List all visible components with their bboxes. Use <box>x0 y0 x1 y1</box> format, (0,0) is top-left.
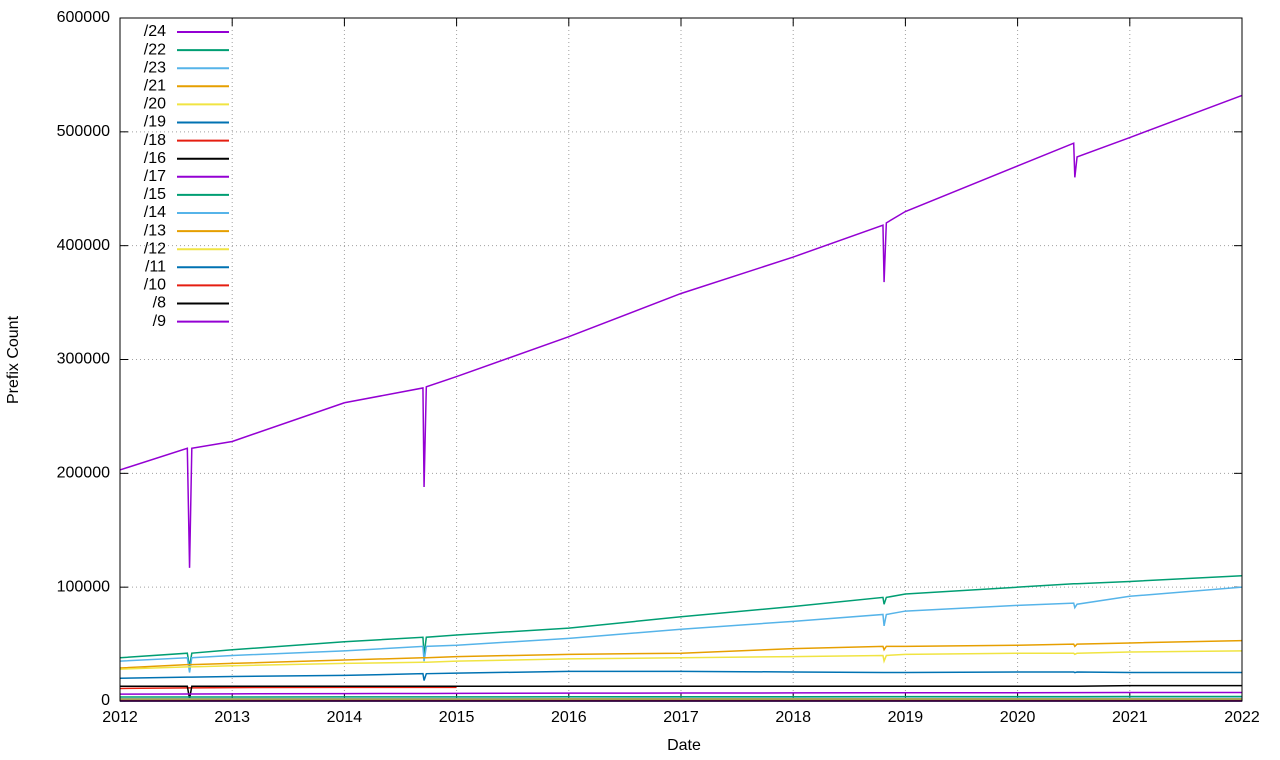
y-tick-label: 600000 <box>57 9 110 26</box>
legend-label: /15 <box>144 186 166 203</box>
y-tick-label: 200000 <box>57 465 110 482</box>
x-tick-label: 2020 <box>1000 709 1036 726</box>
y-axis-label: Prefix Count <box>5 315 22 404</box>
legend-label: /21 <box>144 78 166 95</box>
legend-label: /20 <box>144 96 166 113</box>
series-line <box>119 575 1243 667</box>
legend-label: /8 <box>153 295 166 312</box>
y-tick-label: 400000 <box>57 237 110 254</box>
legend-label: /10 <box>144 277 166 294</box>
x-tick-label: 2019 <box>888 709 924 726</box>
series-line <box>119 94 1243 568</box>
x-tick-label: 2012 <box>102 709 138 726</box>
y-tick-label: 100000 <box>57 578 110 595</box>
series-line <box>119 670 1242 681</box>
legend-label: /9 <box>153 313 166 330</box>
legend-label: /17 <box>144 168 166 185</box>
x-tick-label: 2014 <box>327 709 363 726</box>
series-line <box>119 691 1242 695</box>
legend-label: /22 <box>144 41 166 58</box>
x-tick-label: 2017 <box>663 709 699 726</box>
x-axis-label: Date <box>667 737 701 754</box>
series-line <box>119 650 1243 670</box>
x-tick-label: 2021 <box>1112 709 1148 726</box>
plot-frame <box>119 17 1243 702</box>
y-tick-label: 300000 <box>57 351 110 368</box>
legend-label: /24 <box>144 23 166 40</box>
series-line <box>120 684 1242 699</box>
x-tick-label: 2013 <box>214 709 250 726</box>
series-line <box>119 639 1243 669</box>
legend-label: /23 <box>144 59 166 76</box>
y-tick-label: 500000 <box>57 123 110 140</box>
legend-label: /18 <box>144 132 166 149</box>
y-tick-label: 0 <box>101 692 110 709</box>
legend-label: /11 <box>145 259 166 276</box>
legend-label: /16 <box>144 150 166 167</box>
series-line <box>119 686 457 690</box>
x-tick-label: 2016 <box>551 709 587 726</box>
legend-label: /13 <box>144 222 166 239</box>
series-line <box>119 586 1243 673</box>
x-tick-label: 2015 <box>439 709 475 726</box>
legend-label: /19 <box>144 114 166 131</box>
x-tick-label: 2022 <box>1224 709 1260 726</box>
x-tick-label: 2018 <box>775 709 811 726</box>
legend-label: /12 <box>144 240 166 257</box>
legend-label: /14 <box>144 204 166 221</box>
